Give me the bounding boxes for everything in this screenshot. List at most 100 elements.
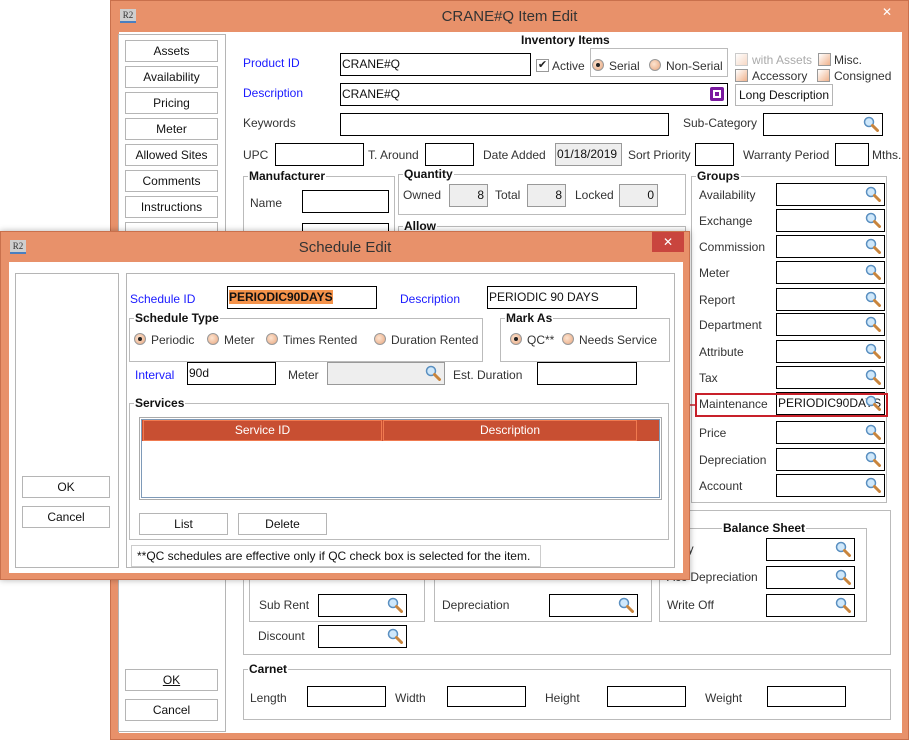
search-icon[interactable] <box>865 451 881 467</box>
column-header-service-id[interactable]: Service ID <box>143 420 382 441</box>
consigned-checkbox[interactable] <box>817 69 830 82</box>
dialog-cancel-button[interactable]: Cancel <box>22 506 110 528</box>
owned-field: 8 <box>449 184 488 207</box>
ok-button[interactable]: OK <box>125 669 218 691</box>
carnet-group: Carnet <box>243 662 891 720</box>
est-duration-input[interactable] <box>537 362 637 385</box>
group-input-depreciation[interactable] <box>776 448 885 471</box>
search-icon[interactable] <box>425 365 441 381</box>
nav-button-meter[interactable]: Meter <box>125 118 218 140</box>
group-input-account[interactable] <box>776 474 885 497</box>
t-around-input[interactable] <box>425 143 474 166</box>
search-icon[interactable] <box>865 264 881 280</box>
warranty-input[interactable] <box>835 143 869 166</box>
non-serial-radio[interactable] <box>649 59 661 71</box>
accessory-checkbox[interactable] <box>735 69 748 82</box>
schedule-id-input[interactable]: PERIODIC90DAYS <box>227 286 377 309</box>
nav-button-allowed-sites[interactable]: Allowed Sites <box>125 144 218 166</box>
discount-input[interactable] <box>318 625 407 648</box>
weight-input[interactable] <box>767 686 846 707</box>
misc-checkbox[interactable] <box>818 53 831 66</box>
needs-service-radio[interactable] <box>562 333 574 345</box>
group-input-attribute[interactable] <box>776 340 885 363</box>
column-header-description[interactable]: Description <box>383 420 637 441</box>
dialog-description-input[interactable]: PERIODIC 90 DAYS <box>487 286 637 309</box>
long-description-button[interactable]: Long Description <box>735 84 833 106</box>
serial-radio[interactable] <box>592 59 604 71</box>
search-icon[interactable] <box>865 316 881 332</box>
search-icon[interactable] <box>863 116 879 132</box>
search-icon[interactable] <box>865 212 881 228</box>
product-id-input[interactable]: CRANE#Q <box>340 53 531 76</box>
depreciation-input[interactable] <box>549 594 638 617</box>
balance-sheet-input[interactable] <box>766 538 855 561</box>
search-icon[interactable] <box>865 238 881 254</box>
cancel-button[interactable]: Cancel <box>125 699 218 721</box>
search-icon[interactable] <box>865 291 881 307</box>
group-label-exchange: Exchange <box>699 214 753 228</box>
length-input[interactable] <box>307 686 386 707</box>
description-input[interactable]: CRANE#Q <box>340 83 728 106</box>
nav-button-assets[interactable]: Assets <box>125 40 218 62</box>
qc-note: **QC schedules are effective only if QC … <box>131 545 541 567</box>
group-input-department[interactable] <box>776 313 885 336</box>
group-input-availability[interactable] <box>776 183 885 206</box>
with-assets-checkbox[interactable] <box>735 53 748 66</box>
sub-rent-input[interactable] <box>318 594 407 617</box>
search-icon[interactable] <box>865 477 881 493</box>
search-icon[interactable] <box>835 541 851 557</box>
services-group: Services <box>129 396 669 540</box>
times-rented-radio[interactable] <box>266 333 278 345</box>
group-input-report[interactable] <box>776 288 885 311</box>
nav-button-comments[interactable]: Comments <box>125 170 218 192</box>
search-icon[interactable] <box>618 597 634 613</box>
expand-icon[interactable] <box>710 87 724 101</box>
search-icon[interactable] <box>835 569 851 585</box>
search-icon[interactable] <box>387 628 403 644</box>
qc-radio[interactable] <box>510 333 522 345</box>
sub-rent-label: Sub Rent <box>259 598 310 612</box>
times-rented-label: Times Rented <box>283 333 358 347</box>
interval-input[interactable]: 90d <box>187 362 276 385</box>
sort-priority-input[interactable] <box>695 143 734 166</box>
search-icon[interactable] <box>865 343 881 359</box>
keywords-input[interactable] <box>340 113 669 136</box>
allow-title: Allow <box>403 219 437 233</box>
schedule-id-selected-text: PERIODIC90DAYS <box>229 290 333 304</box>
search-icon[interactable] <box>387 597 403 613</box>
consigned-label: Consigned <box>834 69 892 83</box>
nav-button-pricing[interactable]: Pricing <box>125 92 218 114</box>
search-icon[interactable] <box>865 186 881 202</box>
nav-button-availability[interactable]: Availability <box>125 66 218 88</box>
group-input-tax[interactable] <box>776 366 885 389</box>
search-icon[interactable] <box>835 597 851 613</box>
est-duration-label: Est. Duration <box>453 368 523 382</box>
balance-sheet-label: Write Off <box>667 598 714 612</box>
balance-sheet-input[interactable] <box>766 594 855 617</box>
group-label-attribute: Attribute <box>699 345 744 359</box>
active-checkbox[interactable]: ✔ <box>536 59 549 72</box>
delete-button[interactable]: Delete <box>238 513 327 535</box>
periodic-radio[interactable] <box>134 333 146 345</box>
search-icon[interactable] <box>865 424 881 440</box>
search-icon[interactable] <box>865 369 881 385</box>
group-input-maintenance[interactable]: PERIODIC90DAYS <box>776 392 885 415</box>
dialog-close-button[interactable]: ✕ <box>652 232 684 252</box>
balance-sheet-input[interactable] <box>766 566 855 589</box>
group-input-meter[interactable] <box>776 261 885 284</box>
list-button[interactable]: List <box>139 513 228 535</box>
dialog-ok-button[interactable]: OK <box>22 476 110 498</box>
subcategory-input[interactable] <box>763 113 883 136</box>
close-button[interactable]: ✕ <box>881 5 893 19</box>
group-input-exchange[interactable] <box>776 209 885 232</box>
width-input[interactable] <box>447 686 526 707</box>
nav-button-instructions[interactable]: Instructions <box>125 196 218 218</box>
duration-rented-radio[interactable] <box>374 333 386 345</box>
height-input[interactable] <box>607 686 686 707</box>
group-input-commission[interactable] <box>776 235 885 258</box>
date-added-field: 01/18/2019 <box>555 143 622 166</box>
meter-radio[interactable] <box>207 333 219 345</box>
upc-input[interactable] <box>275 143 364 166</box>
group-input-price[interactable] <box>776 421 885 444</box>
manufacturer-name-input[interactable] <box>302 190 389 213</box>
